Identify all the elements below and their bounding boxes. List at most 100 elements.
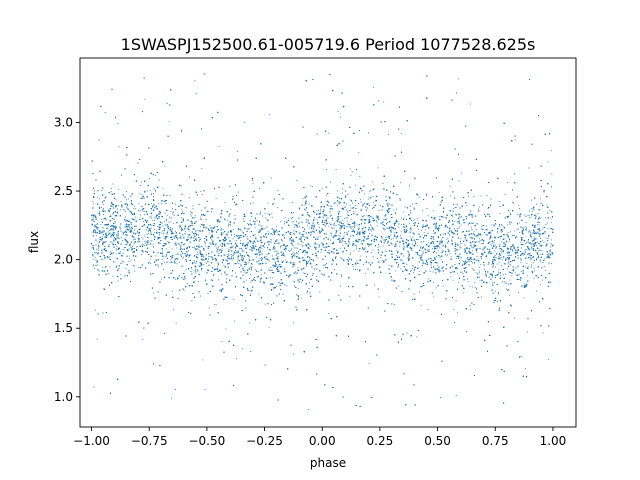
data-point xyxy=(273,234,275,235)
data-point xyxy=(323,215,325,217)
data-point xyxy=(125,224,127,226)
data-point xyxy=(503,238,505,240)
data-point xyxy=(177,242,179,244)
data-point xyxy=(541,250,543,252)
data-point xyxy=(432,271,434,273)
data-point xyxy=(318,224,320,226)
data-point xyxy=(288,249,290,251)
data-point xyxy=(508,240,510,242)
data-point xyxy=(492,261,494,263)
data-point xyxy=(450,239,452,241)
data-point xyxy=(453,233,455,235)
data-point xyxy=(475,228,477,230)
data-point xyxy=(472,269,474,270)
data-point xyxy=(261,257,263,258)
data-point xyxy=(115,228,116,230)
data-point xyxy=(218,246,220,248)
data-point xyxy=(409,254,411,256)
data-point xyxy=(371,208,373,209)
data-point xyxy=(283,255,285,257)
data-point xyxy=(355,241,357,242)
data-point xyxy=(372,249,374,251)
data-point xyxy=(259,263,261,265)
data-point xyxy=(153,229,155,230)
data-point xyxy=(380,257,382,258)
data-point xyxy=(109,256,111,258)
data-point xyxy=(164,261,166,263)
data-point xyxy=(456,204,458,206)
data-point xyxy=(452,216,454,218)
data-point xyxy=(202,359,204,361)
data-point xyxy=(165,244,167,245)
data-point xyxy=(329,211,331,212)
data-point xyxy=(93,255,95,257)
data-point xyxy=(509,279,511,281)
data-point xyxy=(235,240,237,242)
data-point xyxy=(97,249,99,251)
data-point xyxy=(309,203,310,205)
data-point xyxy=(413,272,414,274)
data-point xyxy=(170,230,172,232)
data-point xyxy=(530,231,532,233)
data-point xyxy=(267,213,269,215)
data-point xyxy=(250,274,251,276)
data-point xyxy=(91,247,93,249)
data-point xyxy=(191,300,193,302)
data-point xyxy=(370,225,372,227)
data-point xyxy=(470,226,472,228)
data-point xyxy=(391,228,393,230)
data-point xyxy=(276,258,278,260)
data-point xyxy=(297,256,299,258)
data-point xyxy=(514,234,516,236)
data-point xyxy=(451,231,453,232)
data-point xyxy=(397,251,399,253)
data-point xyxy=(185,258,187,260)
data-point xyxy=(390,253,392,255)
data-point xyxy=(256,276,258,278)
data-point xyxy=(142,338,144,340)
data-point xyxy=(389,203,391,205)
data-point xyxy=(120,274,122,276)
data-point xyxy=(372,189,374,191)
data-point xyxy=(194,248,196,250)
data-point xyxy=(120,228,121,230)
data-point xyxy=(386,218,388,220)
data-point xyxy=(499,275,501,277)
data-point xyxy=(402,248,404,249)
data-point xyxy=(460,257,462,259)
data-point xyxy=(323,264,325,266)
data-point xyxy=(195,238,197,239)
data-point xyxy=(302,241,304,243)
data-point xyxy=(268,268,270,270)
data-point xyxy=(315,264,317,266)
data-point xyxy=(282,293,284,295)
data-point xyxy=(289,261,291,263)
data-point xyxy=(481,252,483,254)
data-point xyxy=(545,224,547,226)
data-point xyxy=(124,247,125,249)
data-point xyxy=(290,274,292,276)
data-point xyxy=(307,225,309,227)
data-point xyxy=(196,254,198,256)
data-point xyxy=(513,173,515,175)
data-point xyxy=(112,225,114,227)
data-point xyxy=(457,243,459,245)
data-point xyxy=(425,225,427,227)
data-point xyxy=(403,240,405,242)
data-point xyxy=(117,123,119,125)
data-point xyxy=(252,202,254,204)
data-point xyxy=(330,232,332,234)
data-point xyxy=(490,233,492,235)
data-point xyxy=(525,249,527,251)
data-point xyxy=(93,264,95,266)
data-point xyxy=(250,293,252,295)
data-point xyxy=(320,210,322,212)
data-point xyxy=(149,258,151,260)
data-point xyxy=(373,229,375,231)
data-point xyxy=(94,309,96,311)
data-point xyxy=(220,228,222,230)
data-point xyxy=(247,230,248,232)
data-point xyxy=(544,258,546,260)
data-point xyxy=(536,290,537,292)
data-point xyxy=(532,257,534,259)
